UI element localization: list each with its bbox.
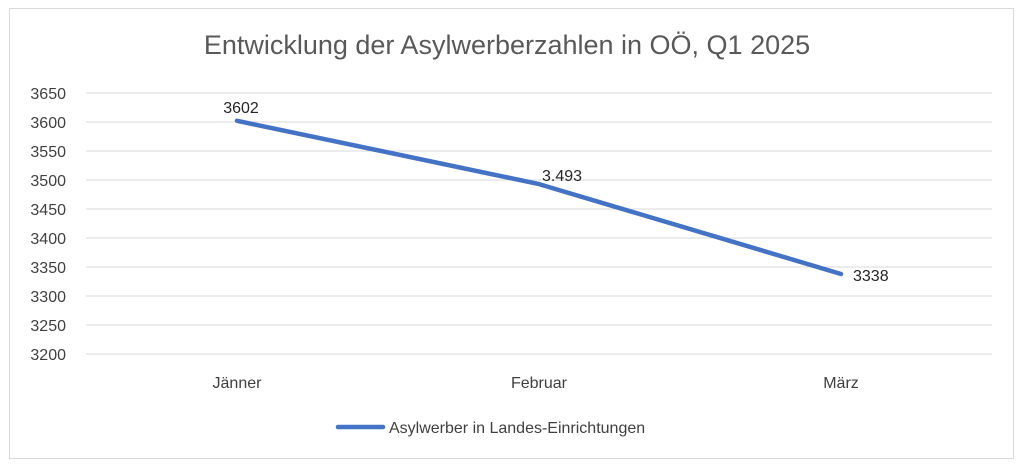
data-label: 3602 bbox=[223, 100, 259, 117]
y-axis-ticks: 3200 3250 3300 3350 3400 3450 3500 3550 3600 3650 bbox=[30, 86, 66, 364]
x-axis-ticks: Jänner Februar März bbox=[213, 375, 859, 392]
y-tick-label: 3400 bbox=[30, 231, 66, 248]
y-tick-label: 3600 bbox=[30, 115, 66, 132]
gridlines bbox=[86, 92, 992, 355]
y-tick-label: 3300 bbox=[30, 289, 66, 306]
x-tick-label: März bbox=[823, 375, 859, 392]
legend: Asylwerber in Landes-Einrichtungen bbox=[335, 420, 645, 437]
y-tick-label: 3250 bbox=[30, 318, 66, 335]
y-tick-label: 3350 bbox=[30, 260, 66, 277]
chart-title: Entwicklung der Asylwerberzahlen in OÖ, … bbox=[204, 30, 810, 60]
series-layer bbox=[234, 118, 844, 277]
y-tick-label: 3550 bbox=[30, 144, 66, 161]
y-tick-label: 3650 bbox=[30, 86, 66, 103]
legend-label: Asylwerber in Landes-Einrichtungen bbox=[389, 420, 645, 437]
chart-frame bbox=[9, 8, 1014, 459]
series-line bbox=[234, 118, 844, 277]
data-label: 3.493 bbox=[542, 168, 582, 185]
data-labels: 3602 3.493 3338 bbox=[223, 100, 888, 285]
y-tick-label: 3500 bbox=[30, 173, 66, 190]
y-tick-label: 3200 bbox=[30, 347, 66, 364]
x-tick-label: Jänner bbox=[213, 375, 263, 392]
y-tick-label: 3450 bbox=[30, 202, 66, 219]
x-tick-label: Februar bbox=[511, 375, 568, 392]
data-label: 3338 bbox=[853, 268, 889, 285]
